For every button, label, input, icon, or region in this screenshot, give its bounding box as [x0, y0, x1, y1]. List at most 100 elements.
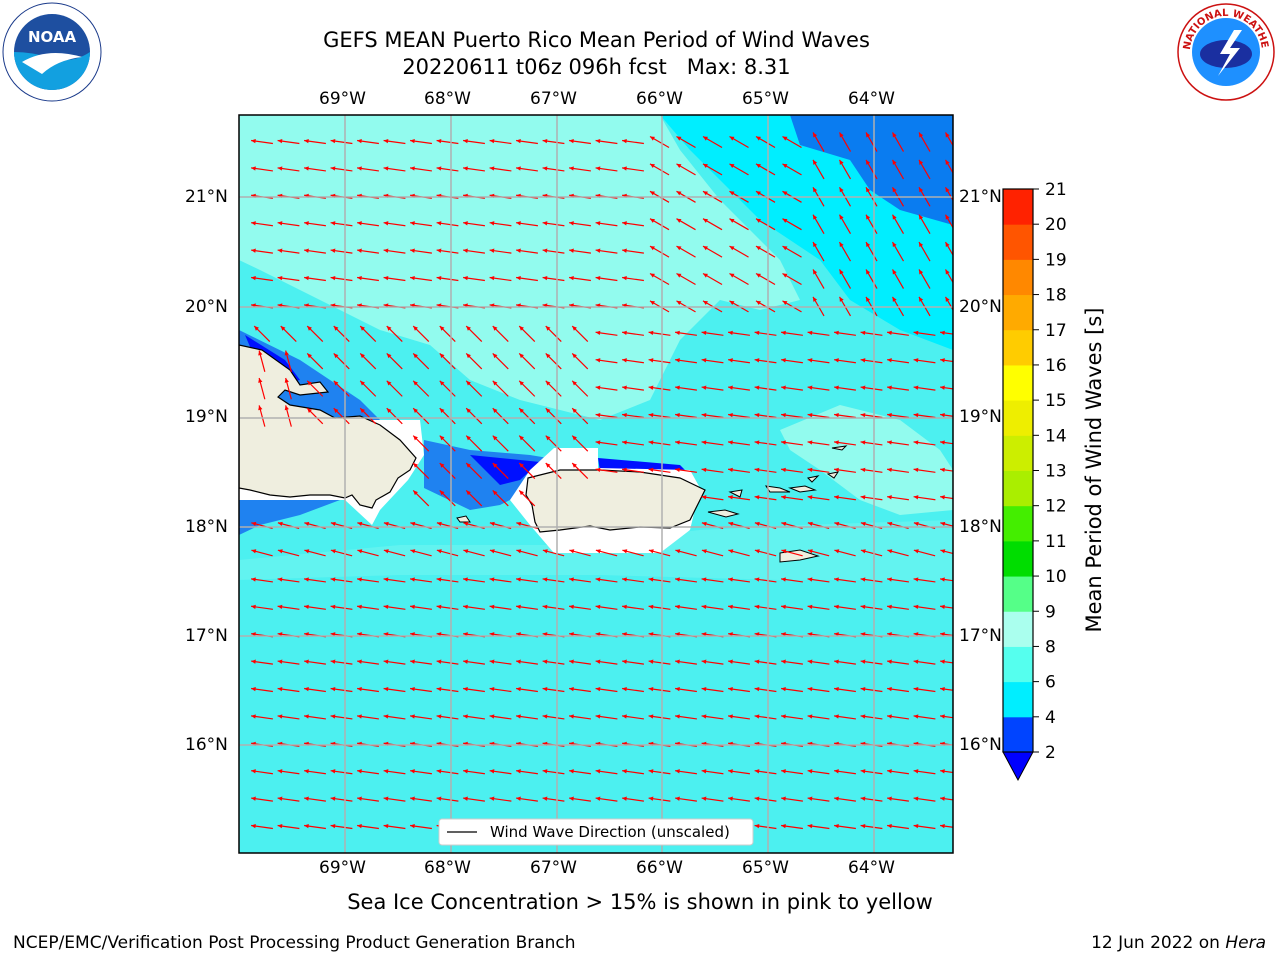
wind-wave-arrow-head	[728, 714, 733, 719]
colorbar-tick-label: 12	[1045, 497, 1067, 517]
wind-wave-arrow-head	[807, 714, 813, 719]
colorbar-segment	[1003, 540, 1033, 577]
wind-wave-arrow-head	[834, 330, 839, 336]
wind-wave-arrow-head	[887, 385, 892, 390]
wind-wave-arrow-head	[542, 221, 548, 226]
contour-2s-mona	[470, 455, 540, 485]
wind-wave-arrow-head	[701, 769, 707, 774]
wind-wave-arrow-head	[304, 221, 309, 226]
wind-wave-arrow-head	[781, 686, 786, 692]
wind-wave-arrow-head	[304, 549, 310, 554]
wind-wave-arrow-head	[701, 686, 707, 692]
wind-wave-arrow-head	[839, 132, 844, 138]
wind-wave-arrow-head	[622, 467, 627, 473]
wind-wave-arrow-head	[489, 769, 495, 774]
lat-label-right-17n: 17°N	[959, 626, 1002, 646]
wind-wave-arrow-head	[782, 191, 788, 196]
wind-wave-arrow-head	[383, 823, 389, 829]
lon-label-top-69w: 69°W	[319, 89, 366, 109]
wind-wave-arrow-head	[439, 408, 445, 413]
colorbar-tick-label: 4	[1045, 708, 1056, 728]
wind-wave-arrow-head	[357, 248, 362, 253]
wind-wave-arrow-head	[277, 659, 283, 664]
wind-wave-arrow-head	[569, 714, 574, 719]
wind-wave-arrow-head	[702, 191, 708, 196]
wind-wave-arrow-head	[866, 214, 871, 220]
wind-wave-arrow-head	[860, 659, 866, 664]
wind-wave-arrow-head	[545, 408, 551, 413]
wind-wave-arrow-head	[940, 796, 945, 801]
wind-wave-arrow-head	[569, 769, 574, 774]
wind-wave-arrow-head	[649, 218, 655, 223]
wind-wave-arrow-head	[755, 191, 761, 196]
wind-wave-arrow-head	[595, 659, 601, 664]
wind-wave-arrow-head	[542, 796, 548, 801]
contour-4s-southwest	[239, 497, 340, 535]
wind-wave-arrow-head	[595, 248, 601, 253]
colorbar-segment	[1003, 505, 1033, 542]
wind-wave-arrow-head	[489, 549, 495, 554]
wind-wave-arrow-head	[945, 242, 950, 248]
wind-wave-arrow-head	[569, 248, 574, 253]
colorbar-tick-label: 2	[1045, 743, 1056, 763]
wind-wave-arrow-head	[675, 659, 680, 664]
wind-wave-arrow-head	[728, 440, 733, 445]
wind-wave-arrow-head	[410, 248, 415, 253]
map-legend: Wind Wave Direction (unscaled)	[438, 818, 754, 846]
wind-wave-arrow-head	[940, 577, 945, 582]
wind-wave-arrow-head	[860, 823, 866, 829]
wind-wave-arrow-head	[675, 549, 681, 554]
wind-wave-arrow-head	[781, 714, 786, 719]
wind-wave-arrow-head	[754, 467, 760, 473]
wind-wave-arrow-head	[913, 495, 919, 500]
wind-wave-arrow-head	[754, 521, 760, 527]
wind-wave-arrow-head	[622, 275, 627, 281]
footer-date-value: 12 Jun 2022	[1091, 933, 1194, 953]
lat-label-left-18n: 18°N	[185, 517, 228, 537]
wind-wave-arrow-head	[887, 549, 893, 554]
wind-wave-arrow-head	[333, 408, 339, 413]
wind-wave-arrow-head	[277, 686, 283, 692]
wind-wave-arrow-head	[728, 686, 733, 692]
wind-wave-arrow-head	[569, 796, 574, 801]
wind-wave-arrow-head	[304, 138, 309, 144]
wind-wave-arrow-head	[781, 467, 786, 473]
wind-wave-arrow-head	[834, 385, 839, 390]
wind-wave-arrow-head	[701, 659, 707, 664]
colorbar-segment	[1003, 435, 1033, 471]
wind-wave-arrow-head	[357, 166, 362, 171]
wind-wave-arrow-head	[463, 166, 468, 171]
wind-wave-arrow-head	[330, 686, 336, 692]
wind-wave-arrow-head	[595, 221, 601, 226]
wind-wave-arrow-head	[866, 159, 871, 165]
wind-wave-arrow-head	[545, 353, 551, 359]
wind-wave-arrow-head	[277, 275, 283, 281]
vieques-island	[707, 509, 740, 518]
wind-wave-arrow-head	[542, 138, 548, 144]
wind-wave-arrow-head	[913, 412, 919, 418]
wind-wave-arrow-head	[463, 275, 468, 281]
wind-wave-arrow-head	[860, 604, 866, 610]
wind-wave-arrow-head	[754, 495, 760, 500]
wind-wave-arrow-head	[304, 796, 309, 801]
wind-wave-arrow-head	[516, 221, 521, 226]
wind-wave-arrow-head	[383, 604, 389, 610]
wind-wave-arrow-head	[702, 136, 708, 141]
wind-wave-arrow-head	[940, 714, 945, 719]
wind-wave-arrow-head	[251, 659, 256, 664]
wind-wave-arrow-head	[860, 412, 866, 418]
colorbar-segment	[1003, 294, 1033, 331]
wind-wave-arrow-head	[383, 521, 389, 527]
wind-wave-arrow-head	[754, 358, 760, 363]
wind-wave-arrow-head	[701, 495, 707, 500]
wind-wave-arrow-head	[754, 714, 760, 719]
wind-wave-arrow-head	[887, 796, 892, 801]
wind-wave-arrow-head	[913, 686, 919, 692]
contour-8s-north	[239, 115, 800, 420]
wind-wave-arrow-head	[251, 823, 256, 829]
wind-wave-arrow-head	[386, 380, 392, 386]
wind-wave-arrow-head	[866, 187, 871, 193]
wind-wave-arrow-head	[492, 408, 498, 413]
wind-wave-arrow-head	[595, 577, 601, 582]
wind-wave-arrow-head	[675, 769, 680, 774]
